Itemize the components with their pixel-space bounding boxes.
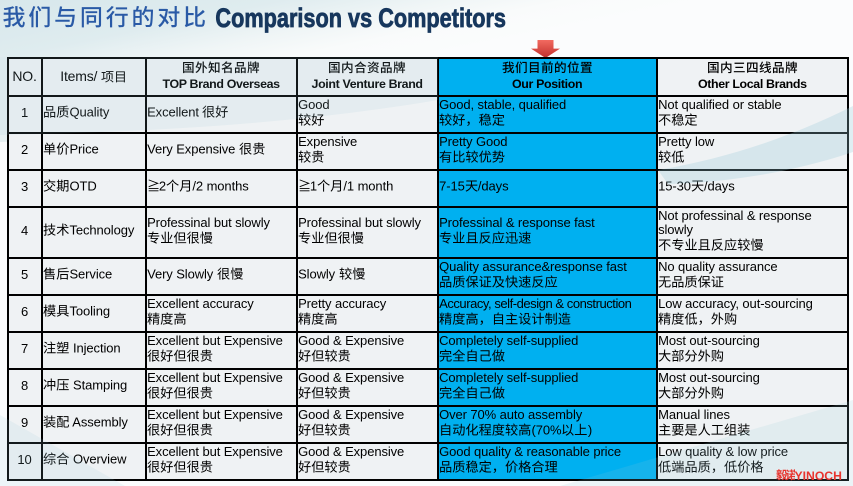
svg-text:Comparison vs Competitors: Comparison vs Competitors: [215, 3, 506, 33]
